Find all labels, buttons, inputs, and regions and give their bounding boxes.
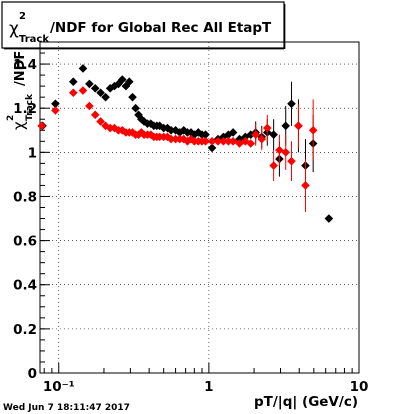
data-point xyxy=(128,128,137,137)
data-point xyxy=(96,117,105,126)
data-point xyxy=(228,137,238,146)
data-point xyxy=(69,77,78,87)
data-point xyxy=(90,84,100,93)
data-point xyxy=(101,121,110,131)
title-frame xyxy=(1,1,285,49)
data-point xyxy=(201,130,210,139)
y-tick-label: 0.2 xyxy=(13,322,37,338)
timestamp: Wed Jun 7 18:11:47 2017 xyxy=(3,403,130,413)
data-point xyxy=(146,130,156,139)
y-tick-label: 0.8 xyxy=(13,189,37,205)
data-point xyxy=(190,130,199,139)
data-point xyxy=(137,128,146,137)
plot-area: 0 0.2 0.4 0.6 0.8 1 1.2 1.4 10⁻¹ 1 10 xyxy=(13,41,369,395)
data-point xyxy=(324,214,334,223)
data-point xyxy=(134,130,143,139)
y-tick-label: 1 xyxy=(28,145,37,161)
data-point xyxy=(179,134,189,144)
data-point xyxy=(183,137,192,146)
y-tick-label: 0 xyxy=(28,366,37,382)
data-point xyxy=(134,110,143,120)
data-point xyxy=(171,125,180,135)
data-point xyxy=(263,123,272,133)
ylabel-superscript: 2 xyxy=(6,115,16,121)
data-point xyxy=(269,161,278,170)
data-point xyxy=(281,148,291,157)
data-point xyxy=(219,132,228,142)
y-tick-label: 1.2 xyxy=(13,101,37,117)
data-point xyxy=(78,64,88,73)
ylabel-subscript: Track xyxy=(25,93,35,121)
data-point xyxy=(166,134,176,144)
data-point xyxy=(201,137,210,146)
data-point xyxy=(275,145,284,155)
data-point xyxy=(186,134,196,144)
data-point xyxy=(213,137,223,146)
y-tick-label: 0.6 xyxy=(13,234,37,250)
title-subscript: Track xyxy=(19,34,49,45)
data-point xyxy=(85,79,94,89)
title-superscript: 2 xyxy=(19,11,26,22)
data-point xyxy=(101,92,110,102)
x-axis-label: pT/|q| (GeV/c) xyxy=(254,394,358,410)
data-point xyxy=(90,110,100,120)
data-point xyxy=(257,134,267,144)
data-point xyxy=(224,137,233,146)
data-point xyxy=(131,103,140,113)
data-point xyxy=(269,130,278,139)
data-point xyxy=(287,156,296,166)
data-point xyxy=(235,134,244,144)
data-point xyxy=(37,121,47,131)
data-point xyxy=(163,123,172,133)
y-tick-label: 1.4 xyxy=(13,57,37,73)
data-point xyxy=(301,181,310,190)
data-point xyxy=(308,125,318,135)
data-point xyxy=(85,101,94,111)
x-tick-label: 10 xyxy=(350,379,369,395)
x-tick-label: 1 xyxy=(204,379,213,395)
data-point xyxy=(51,106,60,115)
data-point xyxy=(124,77,134,87)
data-point xyxy=(207,143,217,153)
y-axis-label: χ 2 Track /NDF xyxy=(6,51,35,130)
data-point xyxy=(166,125,176,135)
data-point xyxy=(51,99,60,109)
data-point xyxy=(110,123,119,133)
data-point xyxy=(117,125,127,135)
data-point xyxy=(78,86,88,95)
data-point xyxy=(128,92,137,102)
data-point xyxy=(294,121,303,131)
data-point xyxy=(246,139,256,148)
title-box: χ 2 Track /NDF for Global Rec All EtapT xyxy=(1,1,286,50)
data-point xyxy=(219,137,228,146)
x-tick-label: 10⁻¹ xyxy=(43,379,75,395)
data-point xyxy=(105,123,115,133)
data-point xyxy=(281,121,291,131)
data-point xyxy=(207,137,217,146)
y-tick-label: 0.4 xyxy=(13,278,37,294)
data-point xyxy=(96,88,105,98)
data-point xyxy=(251,130,260,139)
data-point xyxy=(224,130,233,139)
data-point xyxy=(69,88,78,98)
data-point xyxy=(139,117,149,126)
title-chi-symbol: χ xyxy=(9,19,19,39)
data-point xyxy=(117,75,127,84)
data-point xyxy=(235,139,244,148)
ylabel-chi-symbol: χ xyxy=(10,121,28,130)
data-point xyxy=(228,128,238,137)
chart-title: /NDF for Global Rec All EtapT xyxy=(50,20,272,36)
ylabel-main: /NDF xyxy=(13,51,28,86)
data-point xyxy=(186,128,196,137)
data-point xyxy=(146,119,156,128)
data-point xyxy=(287,99,296,109)
data-point xyxy=(179,125,189,135)
